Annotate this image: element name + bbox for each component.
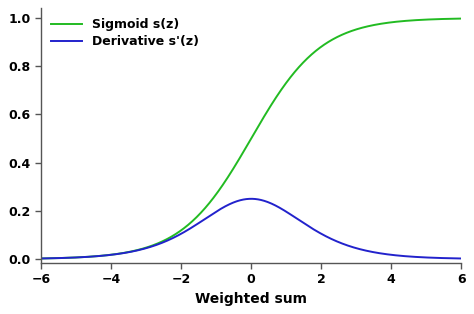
Sigmoid s(z) (81, 255, 87, 259)
Derivative s'(z) (208, 213, 214, 217)
Derivative s'(z) (374, 251, 380, 255)
Derivative s'(z) (458, 257, 464, 260)
Derivative s'(z) (327, 236, 333, 240)
Line: Sigmoid s(z): Sigmoid s(z) (41, 19, 461, 258)
Sigmoid s(z) (208, 199, 214, 203)
X-axis label: Weighted sum: Weighted sum (195, 292, 307, 306)
Sigmoid s(z) (223, 178, 229, 182)
Line: Derivative s'(z): Derivative s'(z) (41, 199, 461, 258)
Derivative s'(z) (248, 197, 254, 201)
Legend: Sigmoid s(z), Derivative s'(z): Sigmoid s(z), Derivative s'(z) (47, 14, 203, 52)
Sigmoid s(z) (327, 39, 332, 43)
Sigmoid s(z) (458, 17, 464, 20)
Derivative s'(z) (81, 255, 87, 259)
Sigmoid s(z) (374, 23, 379, 26)
Derivative s'(z) (38, 257, 44, 260)
Sigmoid s(z) (38, 257, 44, 260)
Derivative s'(z) (223, 204, 229, 208)
Derivative s'(z) (366, 249, 372, 253)
Sigmoid s(z) (366, 24, 372, 28)
